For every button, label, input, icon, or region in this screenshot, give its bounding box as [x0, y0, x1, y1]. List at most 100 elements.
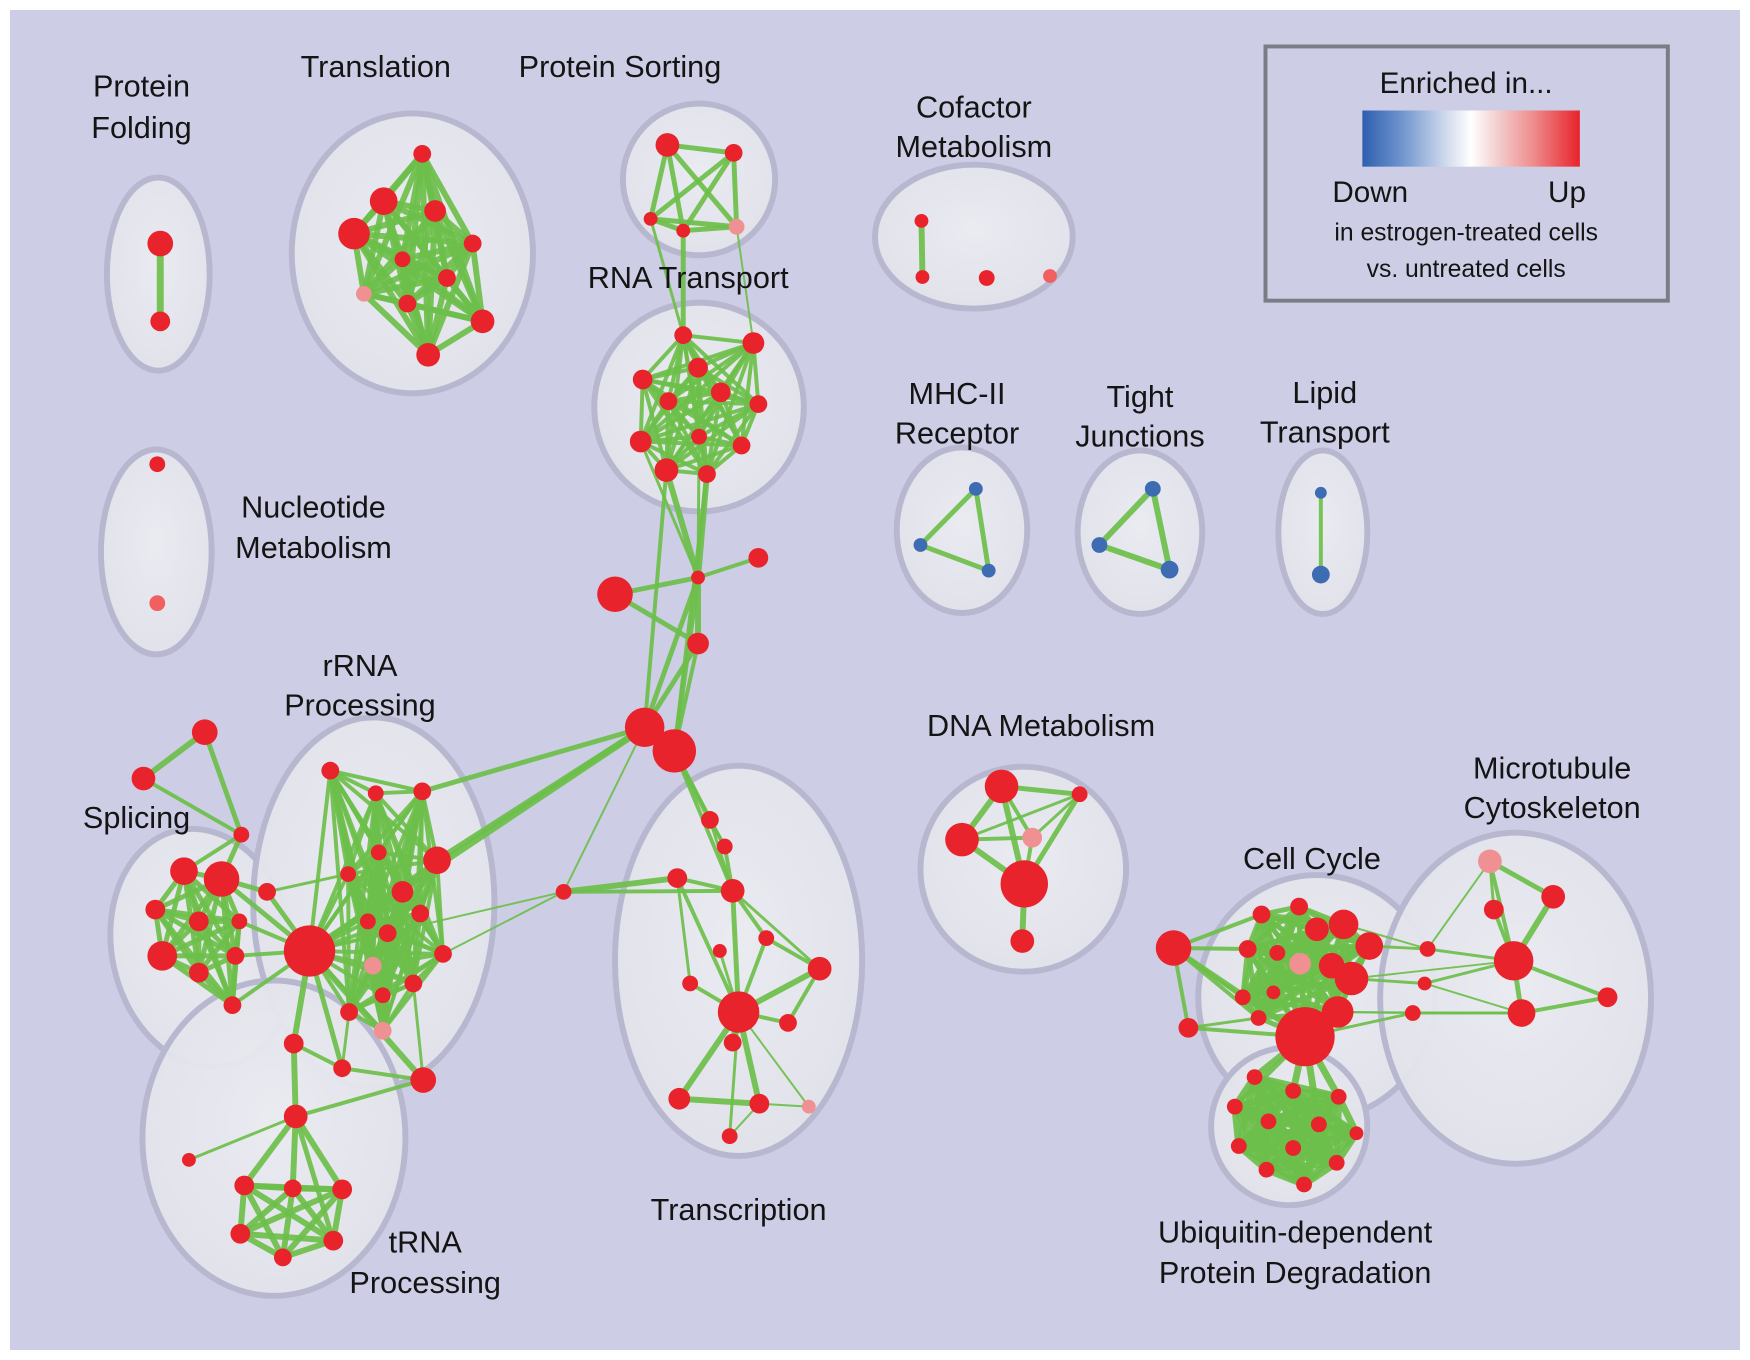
gene-set-node-st1: [191, 719, 218, 746]
edge-cc13-mt3: [1337, 1011, 1522, 1015]
gene-set-node-cc1: [1252, 905, 1271, 924]
cluster-label-rna-transport: RNA Transport: [588, 261, 789, 295]
edge-rt2-rt5: [667, 341, 755, 403]
gene-set-node-u5: [1260, 1113, 1277, 1130]
edge-tnh-tn3: [289, 1116, 299, 1189]
edge-ps4-ps5: [683, 224, 737, 234]
edge-t4-t11: [351, 232, 431, 357]
cluster-ellipse-microtubule-cytoskeleton: [1377, 829, 1654, 1167]
cluster-ellipse-nucleotide-metabolism: [97, 446, 215, 658]
gene-set-node-u2: [1285, 1082, 1302, 1099]
edge-rrhub-br1: [309, 890, 564, 952]
gene-set-node-rr3: [413, 782, 432, 801]
edge-tx4-tx8: [731, 889, 821, 970]
legend-subtitle-line1: in estrogen-treated cells: [1334, 220, 1598, 247]
legend-gradient-bar: [1362, 110, 1580, 167]
edge-cc9-cc12: [1257, 976, 1353, 1021]
edge-rt10-rt11: [665, 443, 743, 473]
edge-rr5-rr11: [435, 860, 445, 955]
gene-set-node-tn1: [333, 1059, 352, 1078]
edge-u10-u11: [1266, 1159, 1338, 1174]
gene-set-node-cc13: [1321, 996, 1354, 1028]
cluster-label-microtubule-cytoskeleton: Microtubule Cytoskeleton: [1464, 752, 1641, 825]
gene-set-node-t2: [369, 187, 398, 215]
gene-set-node-rt12: [698, 465, 716, 483]
edge-tj1-tj2: [1097, 486, 1155, 548]
network-layer: Protein Folding Translation Protein Sorting…: [83, 50, 1654, 1300]
cluster-label-transcription: Transcription: [651, 1193, 827, 1227]
edge-rt7-rt11: [665, 402, 760, 472]
gene-set-node-ccll: [1178, 1017, 1199, 1038]
gene-set-node-t3: [424, 200, 446, 222]
gene-set-node-sp7: [226, 947, 245, 965]
edge-rr3-rr6: [346, 790, 424, 876]
edge-cc6-cc8: [1277, 943, 1370, 956]
gene-set-node-t7: [438, 269, 456, 287]
edge-mc1-mp: [1426, 860, 1491, 950]
edge-cc2-cc5: [1246, 904, 1301, 951]
gene-set-node-c2: [748, 547, 769, 568]
cluster-label-protein-folding: Protein Folding: [91, 70, 191, 145]
gene-set-node-cc3: [1305, 917, 1329, 942]
gene-set-node-t5: [463, 234, 482, 253]
gene-set-node-rr4: [370, 844, 387, 861]
cluster-label-lipid-transport: Lipid Transport: [1260, 376, 1390, 449]
edge-tn1-rr13: [340, 1011, 351, 1069]
gene-set-node-rt11: [654, 458, 679, 482]
edge-tnh-tn4: [293, 1114, 345, 1191]
edge-tn4-tn5: [239, 1186, 344, 1237]
gene-set-node-tx3: [667, 868, 688, 888]
gene-set-node-rt1: [674, 326, 693, 345]
edge-t6-t8: [361, 257, 405, 296]
gene-set-node-tj1: [1144, 480, 1161, 497]
gene-set-node-mh1: [968, 481, 983, 496]
legend-box: [1263, 44, 1670, 303]
edge-mh2-mh3: [919, 542, 990, 573]
gene-set-node-ccp: [1289, 952, 1311, 975]
gene-set-node-h1: [624, 707, 665, 747]
cluster-label-rrna-processing: rRNA Processing: [284, 649, 436, 722]
gene-set-node-sp3: [145, 899, 166, 920]
gene-set-node-d1: [984, 769, 1019, 804]
legend-subtitle-line2: vs. untreated cells: [1367, 256, 1566, 283]
gene-set-node-txhub: [717, 991, 760, 1033]
edge-j1-h1: [642, 576, 701, 729]
gene-set-node-cf4: [1043, 269, 1057, 283]
gene-set-node-sp9: [223, 996, 242, 1015]
gene-set-node-sp4: [188, 911, 209, 932]
gene-set-node-tx14: [721, 1128, 738, 1145]
edge-ps1-ps3: [648, 144, 670, 220]
edge-rr11-rr12: [372, 951, 444, 968]
gene-set-node-d3: [945, 822, 979, 857]
edge-st1-st3: [202, 731, 244, 836]
edge-rt2-rt10: [739, 342, 756, 446]
gene-set-node-mt3: [1507, 999, 1536, 1027]
edge-tx3-tx7: [675, 877, 692, 984]
gene-set-node-rt10: [732, 436, 751, 455]
edge-mh1-mh3: [973, 488, 992, 572]
gene-set-node-lt1: [1314, 486, 1327, 499]
edge-br1-rr11: [442, 890, 565, 955]
edge-rt6-rt12: [704, 391, 723, 475]
gene-set-node-u11: [1258, 1161, 1275, 1178]
gene-set-node-tx7: [682, 975, 699, 992]
cluster-ellipse-mhc-ii-receptor: [893, 444, 1031, 616]
gene-set-node-rr2: [367, 785, 384, 802]
edge-sp5-sp8: [196, 919, 242, 975]
gene-set-node-ps2: [724, 144, 743, 162]
gene-set-node-mc2: [1417, 976, 1432, 991]
edge-ps2-ps3: [649, 150, 736, 221]
gene-set-node-mh2: [913, 538, 928, 552]
legend-title: Enriched in...: [1380, 67, 1553, 100]
edge-rt7-rt12: [705, 402, 760, 476]
gene-set-node-st3: [233, 826, 250, 843]
edge-tnh-tn2: [241, 1114, 299, 1188]
gene-set-node-cc8: [1355, 932, 1384, 960]
edge-t5-t10: [469, 243, 486, 322]
gene-set-node-tx4: [720, 879, 745, 903]
gene-set-node-tn3: [283, 1179, 302, 1198]
edge-rr6-rr10: [347, 872, 422, 916]
edge-sp3-sp7: [154, 907, 237, 959]
edge-tnh-tnb: [295, 1078, 424, 1119]
